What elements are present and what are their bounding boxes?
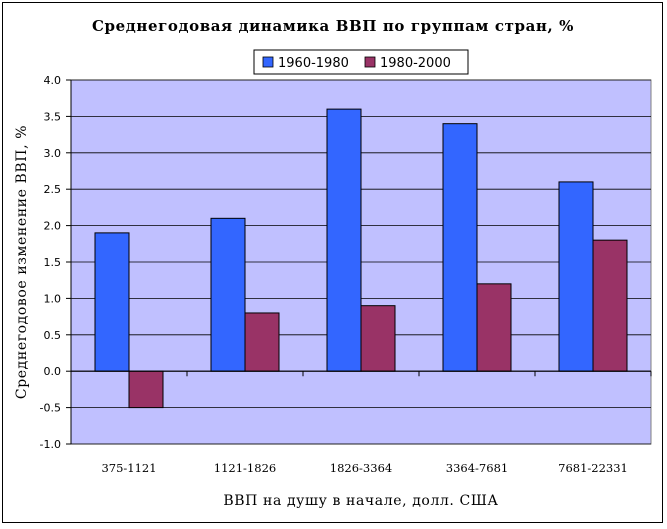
y-axis-title: Среднегодовое изменение ВВП, % <box>14 125 30 399</box>
y-tick-label-3: 2.5 <box>44 183 62 196</box>
bar-1980-2000-1826-3364 <box>360 305 396 372</box>
chart-title: Среднегодовая динамика ВВП по группам ст… <box>92 17 574 35</box>
bar-1960-1980-1826-3364 <box>326 108 362 372</box>
bar-1960-1980-375-1121 <box>94 232 130 372</box>
bar-1980-2000-3364-7681 <box>476 283 512 372</box>
y-tick-label-9: -0.5 <box>40 402 61 415</box>
y-tick-label-1: 3.5 <box>44 110 62 123</box>
y-tick-label-7: 0.5 <box>44 329 62 342</box>
bar-1960-1980-3364-7681 <box>442 123 478 372</box>
legend-box <box>253 49 469 75</box>
legend-swatch-1980-2000 <box>364 56 376 68</box>
x-tick-label-0: 375-1121 <box>101 461 156 475</box>
x-tick-label-1: 1121-1826 <box>214 461 276 475</box>
y-tick-label-4: 2.0 <box>44 220 62 233</box>
bars <box>94 108 628 409</box>
y-tick-label-8: 0.0 <box>44 365 62 378</box>
legend-label-1960-1980: 1960-1980 <box>278 56 349 71</box>
bar-1980-2000-7681-22331 <box>592 239 628 372</box>
legend-swatch-1960-1980 <box>262 56 274 68</box>
x-tick-label-2: 1826-3364 <box>330 461 392 475</box>
y-tick-label-10: -1.0 <box>40 438 61 451</box>
x-axis-title: ВВП на душу в начале, долл. США <box>223 493 498 509</box>
bar-1960-1980-1121-1826 <box>210 217 246 372</box>
y-tick-labels: 4.0 3.5 3.0 2.5 2.0 1.5 1.0 0.5 0.0 -0.5 -1.0 <box>40 74 61 451</box>
x-tick-label-4: 7681-22331 <box>558 461 628 475</box>
y-tick-label-6: 1.0 <box>44 292 62 305</box>
legend-label-1980-2000: 1980-2000 <box>380 56 451 71</box>
legend: 1960-1980 1980-2000 <box>253 49 469 75</box>
bar-1980-2000-1121-1826 <box>244 312 280 372</box>
y-tick-label-2: 3.0 <box>44 147 62 160</box>
y-tick-label-5: 1.5 <box>44 256 62 269</box>
bar-1980-2000-375-1121 <box>128 370 164 409</box>
y-tick-label-0: 4.0 <box>44 74 62 87</box>
axes <box>66 79 652 445</box>
bar-1960-1980-7681-22331 <box>558 181 594 372</box>
x-tick-label-3: 3364-7681 <box>446 461 508 475</box>
x-tick-labels: 375-1121 1121-1826 1826-3364 3364-7681 7681-… <box>101 461 627 475</box>
